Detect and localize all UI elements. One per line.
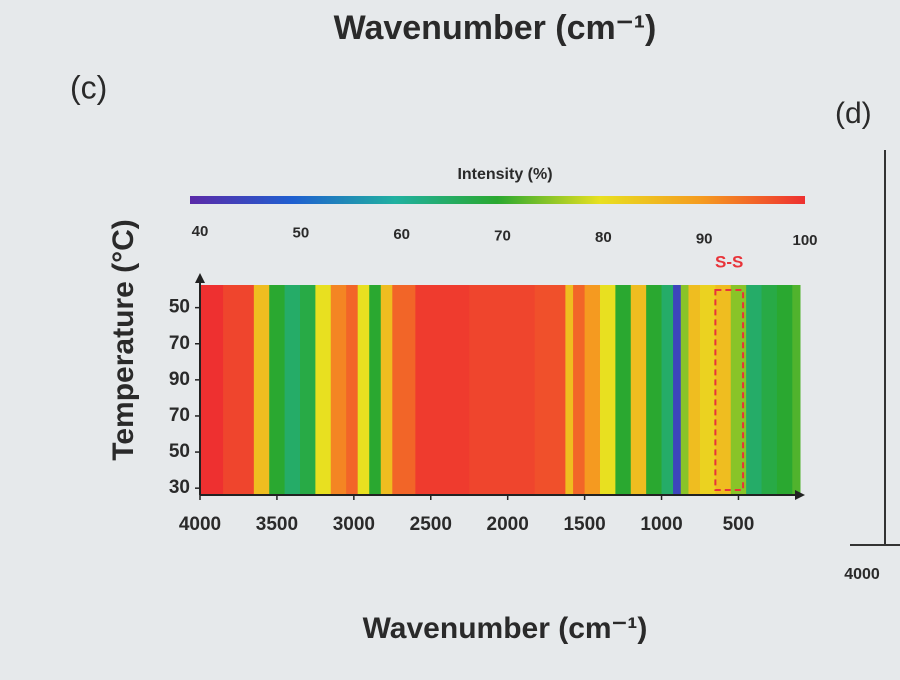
heatmap-cell	[573, 285, 586, 495]
y-tick-label: 70	[169, 333, 190, 354]
next-panel-tick: 4000	[844, 566, 880, 583]
heatmap-cell	[700, 285, 716, 495]
heatmap-cell	[392, 285, 416, 495]
y-tick-label: 50	[169, 297, 190, 318]
heatmap-cell	[300, 285, 316, 495]
heatmap-cell	[346, 285, 359, 495]
x-axis-label: Wavenumber (cm⁻¹)	[363, 612, 648, 645]
x-tick-label: 3000	[333, 514, 375, 535]
heatmap-cell	[330, 285, 347, 495]
heatmap-cell	[715, 285, 732, 495]
heatmap-cell	[630, 285, 647, 495]
heatmap-cell	[253, 285, 270, 495]
heatmap-cell	[673, 285, 682, 495]
annotation-box	[714, 289, 745, 491]
x-tick-label: 2000	[487, 514, 529, 535]
colorbar-tick-label: 100	[792, 232, 817, 249]
heatmap-cell	[534, 285, 566, 495]
colorbar	[190, 196, 805, 204]
colorbar-tick-label: 70	[494, 227, 511, 244]
y-tick-label: 70	[169, 405, 190, 426]
y-axis-arrow	[195, 273, 205, 283]
heatmap-cell	[730, 285, 747, 495]
heatmap-cell	[600, 285, 616, 495]
x-tick-label: 1000	[640, 514, 682, 535]
heatmap-cell	[284, 285, 301, 495]
heatmap-cell	[269, 285, 286, 495]
heatmap-cell	[200, 285, 224, 495]
heatmap-cell	[315, 285, 332, 495]
heatmap-cell	[661, 285, 674, 495]
heatmap-cell	[615, 285, 632, 495]
x-tick-label: 2500	[410, 514, 452, 535]
heatmap-cell	[357, 285, 370, 495]
heatmap-cell	[792, 285, 801, 495]
y-axis-label: Temperature (°C)	[107, 219, 140, 460]
colorbar-label: Intensity (%)	[457, 166, 552, 183]
colorbar-tick-label: 80	[595, 229, 612, 246]
heatmap-cell	[223, 285, 255, 495]
heatmap-cell	[746, 285, 763, 495]
y-tick-label: 30	[169, 477, 190, 498]
heatmap-cell	[646, 285, 663, 495]
y-tick-label: 50	[169, 441, 190, 462]
heatmap-cell	[565, 285, 574, 495]
heatmap-cell	[380, 285, 393, 495]
panel-label: (d)	[835, 97, 872, 130]
heatmap-cell	[776, 285, 793, 495]
x-tick-label: 1500	[563, 514, 605, 535]
colorbar-tick-label: 50	[292, 224, 309, 241]
top-text: Wavenumber (cm⁻¹)	[334, 9, 657, 47]
colorbar-tick-label: 40	[192, 223, 209, 240]
colorbar-tick-label: 60	[393, 226, 410, 243]
x-axis-arrow	[795, 490, 805, 500]
x-tick-label: 500	[723, 514, 755, 535]
heatmap-cell	[415, 285, 470, 495]
heatmap-cell	[584, 285, 601, 495]
y-tick-label: 90	[169, 369, 190, 390]
heatmap-cell	[680, 285, 689, 495]
annotation: S-S	[715, 252, 743, 271]
heatmap-cell	[469, 285, 536, 495]
heatmap-cell	[369, 285, 382, 495]
panel-label: (c)	[70, 69, 107, 105]
colorbar-tick-label: 90	[696, 230, 713, 247]
heatmap-cell	[688, 285, 701, 495]
x-tick-label: 3500	[256, 514, 298, 535]
x-tick-label: 4000	[179, 514, 221, 535]
heatmap-cell	[761, 285, 778, 495]
